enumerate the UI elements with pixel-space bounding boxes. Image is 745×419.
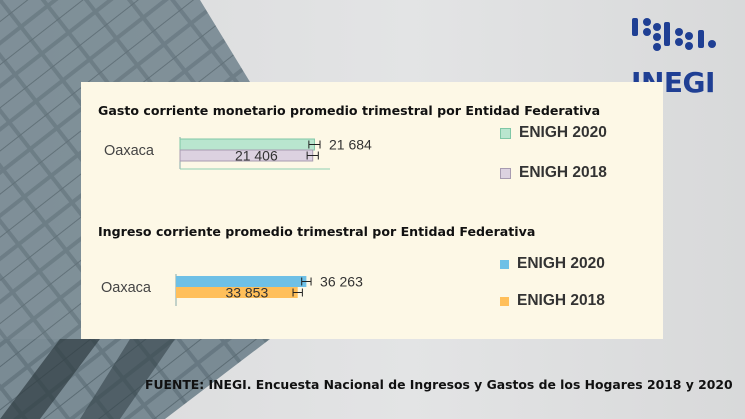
data-label: 36 263 <box>320 274 363 290</box>
chart-2-legend-2018: ENIGH 2018 <box>500 292 605 310</box>
legend-swatch <box>500 167 511 179</box>
category-label: Oaxaca <box>101 280 152 296</box>
bar-enigh-2020 <box>176 276 307 287</box>
category-label: Oaxaca <box>104 143 155 159</box>
legend-swatch <box>500 296 509 306</box>
legend-label: ENIGH 2020 <box>519 124 607 141</box>
data-label: 33 853 <box>225 285 268 301</box>
legend-label: ENIGH 2020 <box>517 255 605 272</box>
data-label: 21 684 <box>329 137 372 153</box>
source-note: FUENTE: INEGI. Encuesta Nacional de Ingr… <box>145 377 733 392</box>
inegi-logo <box>632 18 716 51</box>
chart-1-legend-2018: ENIGH 2018 <box>500 164 607 182</box>
legend-label: ENIGH 2018 <box>517 292 605 309</box>
chart-2-title: Ingreso corriente promedio trimestral po… <box>98 224 536 239</box>
legend-swatch <box>500 127 511 139</box>
chart-1-title: Gasto corriente monetario promedio trime… <box>98 103 601 118</box>
legend-label: ENIGH 2018 <box>519 164 607 181</box>
legend-swatch <box>500 259 509 269</box>
chart-1-legend-2020: ENIGH 2020 <box>500 124 607 142</box>
chart-2-legend-2020: ENIGH 2020 <box>500 255 605 273</box>
bar-enigh-2018 <box>176 287 298 298</box>
data-label: 21 406 <box>235 148 278 164</box>
